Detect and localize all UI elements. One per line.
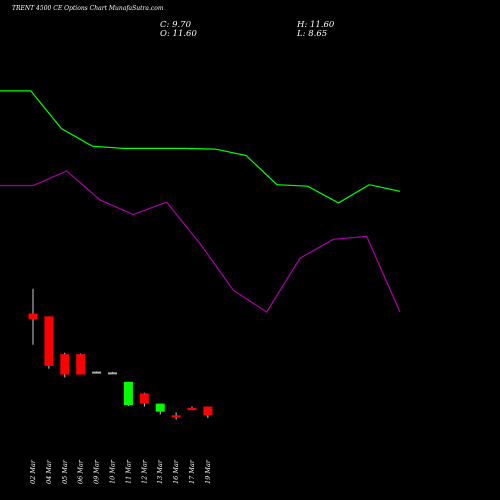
candle: [171, 412, 181, 420]
candle: [44, 316, 54, 369]
indicator-line-2: [0, 170, 401, 313]
candle: [203, 406, 213, 419]
candle: [155, 403, 165, 415]
candle: [28, 288, 38, 345]
low-value: L: 8.65: [297, 29, 328, 39]
open-value: O: 11.60: [160, 29, 197, 39]
candle: [123, 381, 133, 406]
candle: [139, 392, 149, 407]
x-tick-label: 10 Mar: [109, 459, 117, 484]
candle-body: [44, 316, 54, 366]
x-tick-label: 19 Mar: [204, 459, 212, 484]
candle-body: [123, 381, 133, 406]
candle-body: [155, 403, 165, 412]
candle-body: [92, 371, 102, 374]
candle-body: [203, 406, 213, 416]
candle-body: [171, 415, 181, 418]
candle: [92, 371, 102, 374]
indicator-line-1: [0, 90, 401, 204]
candles: [28, 288, 213, 420]
candle: [76, 353, 86, 375]
x-tick-label: 02 Mar: [29, 459, 37, 484]
x-tick-label: 13 Mar: [156, 459, 164, 484]
x-tick-label: 16 Mar: [172, 459, 180, 484]
x-tick-label: 17 Mar: [188, 459, 196, 484]
candle: [108, 371, 117, 375]
x-tick-label: 04 Mar: [45, 459, 53, 484]
close-value: C: 9.70: [160, 20, 191, 30]
x-tick-label: 05 Mar: [61, 459, 69, 484]
chart-title: TRENT 4500 CE Options Chart MunafaSutra.…: [12, 5, 164, 12]
candle-body: [28, 313, 38, 320]
candle-body: [60, 354, 70, 375]
x-tick-label: 12 Mar: [140, 459, 148, 484]
candle-body: [76, 354, 86, 375]
candle: [187, 406, 197, 411]
candle-body: [139, 393, 149, 404]
candle-body: [108, 372, 117, 375]
candle-body: [187, 408, 197, 411]
candle: [60, 352, 70, 378]
x-tick-label: 06 Mar: [77, 459, 85, 484]
x-tick-label: 09 Mar: [93, 459, 101, 484]
x-axis-labels: 02 Mar 04 Mar 05 Mar 06 Mar 09 Mar 10 Mar 11 M…: [29, 459, 212, 484]
high-value: H: 11.60: [297, 20, 335, 30]
indicator-lines: [0, 90, 401, 313]
x-tick-label: 11 Mar: [124, 459, 132, 484]
